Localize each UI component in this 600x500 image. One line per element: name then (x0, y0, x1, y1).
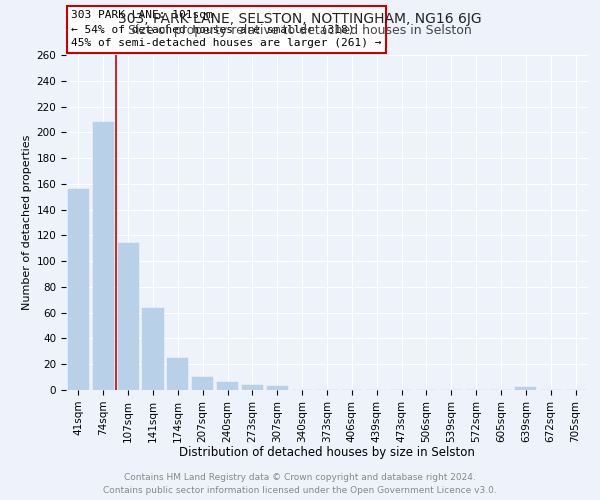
Bar (142, 308, 164, 390)
Bar (93, 122, 114, 390)
Bar (217, 382, 238, 390)
Bar (68, 189, 89, 390)
Text: Size of property relative to detached houses in Selston: Size of property relative to detached ho… (128, 24, 472, 37)
Bar (515, 388, 536, 390)
Bar (167, 358, 188, 390)
Bar (118, 243, 139, 390)
Text: Contains HM Land Registry data © Crown copyright and database right 2024.
Contai: Contains HM Land Registry data © Crown c… (103, 474, 497, 495)
Bar (242, 385, 263, 390)
Text: 303, PARK LANE, SELSTON, NOTTINGHAM, NG16 6JG: 303, PARK LANE, SELSTON, NOTTINGHAM, NG1… (118, 12, 482, 26)
Y-axis label: Number of detached properties: Number of detached properties (22, 135, 32, 310)
X-axis label: Distribution of detached houses by size in Selston: Distribution of detached houses by size … (179, 446, 475, 459)
Text: 303 PARK LANE: 101sqm
← 54% of detached houses are smaller (318)
45% of semi-det: 303 PARK LANE: 101sqm ← 54% of detached … (71, 10, 382, 48)
Bar (192, 377, 213, 390)
Bar (267, 386, 288, 390)
